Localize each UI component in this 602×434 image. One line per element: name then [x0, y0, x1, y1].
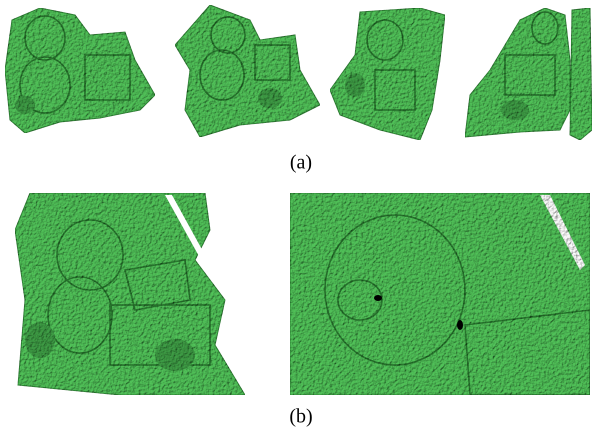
reconstruction-view-1	[5, 8, 155, 133]
reconstruction-closeup-left	[15, 193, 245, 395]
reconstruction-view-4	[465, 8, 592, 140]
panel-label: (a)	[290, 152, 312, 174]
reconstruction-view-2	[175, 5, 320, 137]
reconstruction-view-3	[330, 8, 445, 140]
panel-label: (b)	[289, 406, 312, 428]
reconstruction-closeup-right	[290, 193, 590, 395]
figure: (a) (b)	[0, 0, 602, 434]
